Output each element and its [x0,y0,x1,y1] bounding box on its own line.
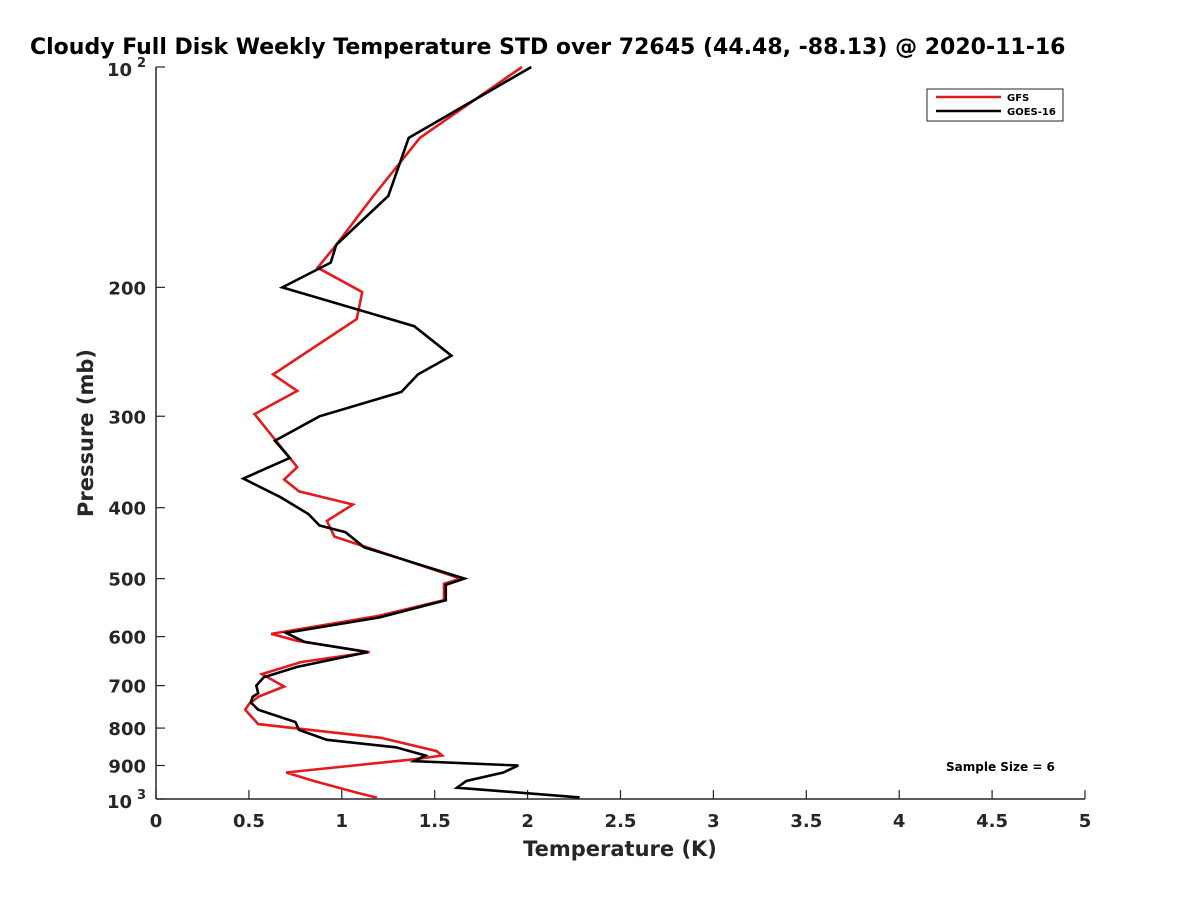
axes: 0 0.5 1 1.5 2 2.5 3 3.5 4 4.5 5 10 2 200 300 400 500 600 7… [107,56,1091,832]
y-tick-label: 10 [107,792,132,813]
sample-size-annotation: Sample Size = 6 [946,760,1055,774]
series-line-gfs [243,65,523,799]
y-tick-exponent: 2 [137,56,146,71]
x-tick-label: 4 [893,811,906,832]
x-tick-label: 2 [521,811,534,832]
series-line-goes-16 [240,65,580,799]
x-tick-label: 4.5 [976,811,1008,832]
y-tick-label: 10 [107,60,132,81]
x-tick-label: 0.5 [233,811,265,832]
legend-box [926,88,1064,122]
legend: GFS GOES-16 [926,88,1064,122]
y-axis-label: Pressure (mb) [74,349,98,517]
chart-title: Cloudy Full Disk Weekly Temperature STD … [30,35,1065,60]
x-tick-label: 5 [1079,811,1092,832]
x-axis-label: Temperature (K) [523,837,717,861]
x-tick-label: 0 [150,811,163,832]
y-tick-label: 600 [108,628,146,649]
y-tick-exponent: 3 [137,788,146,803]
y-tick-label: 500 [108,570,146,591]
y-tick-label: 900 [108,757,146,778]
y-tick-label: 700 [108,677,146,698]
x-tick-label: 3.5 [790,811,822,832]
x-tick-label: 3 [707,811,720,832]
y-tick-label: 400 [108,499,146,520]
legend-label-goes-16: GOES-16 [1007,107,1056,118]
x-tick-label: 1.5 [419,811,451,832]
x-tick-label: 1 [336,811,349,832]
x-tick-label: 2.5 [605,811,637,832]
y-tick-label: 200 [108,278,146,299]
legend-label-gfs: GFS [1007,93,1029,104]
data-series [240,65,580,799]
y-tick-label: 300 [108,407,146,428]
y-tick-label: 800 [108,719,146,740]
